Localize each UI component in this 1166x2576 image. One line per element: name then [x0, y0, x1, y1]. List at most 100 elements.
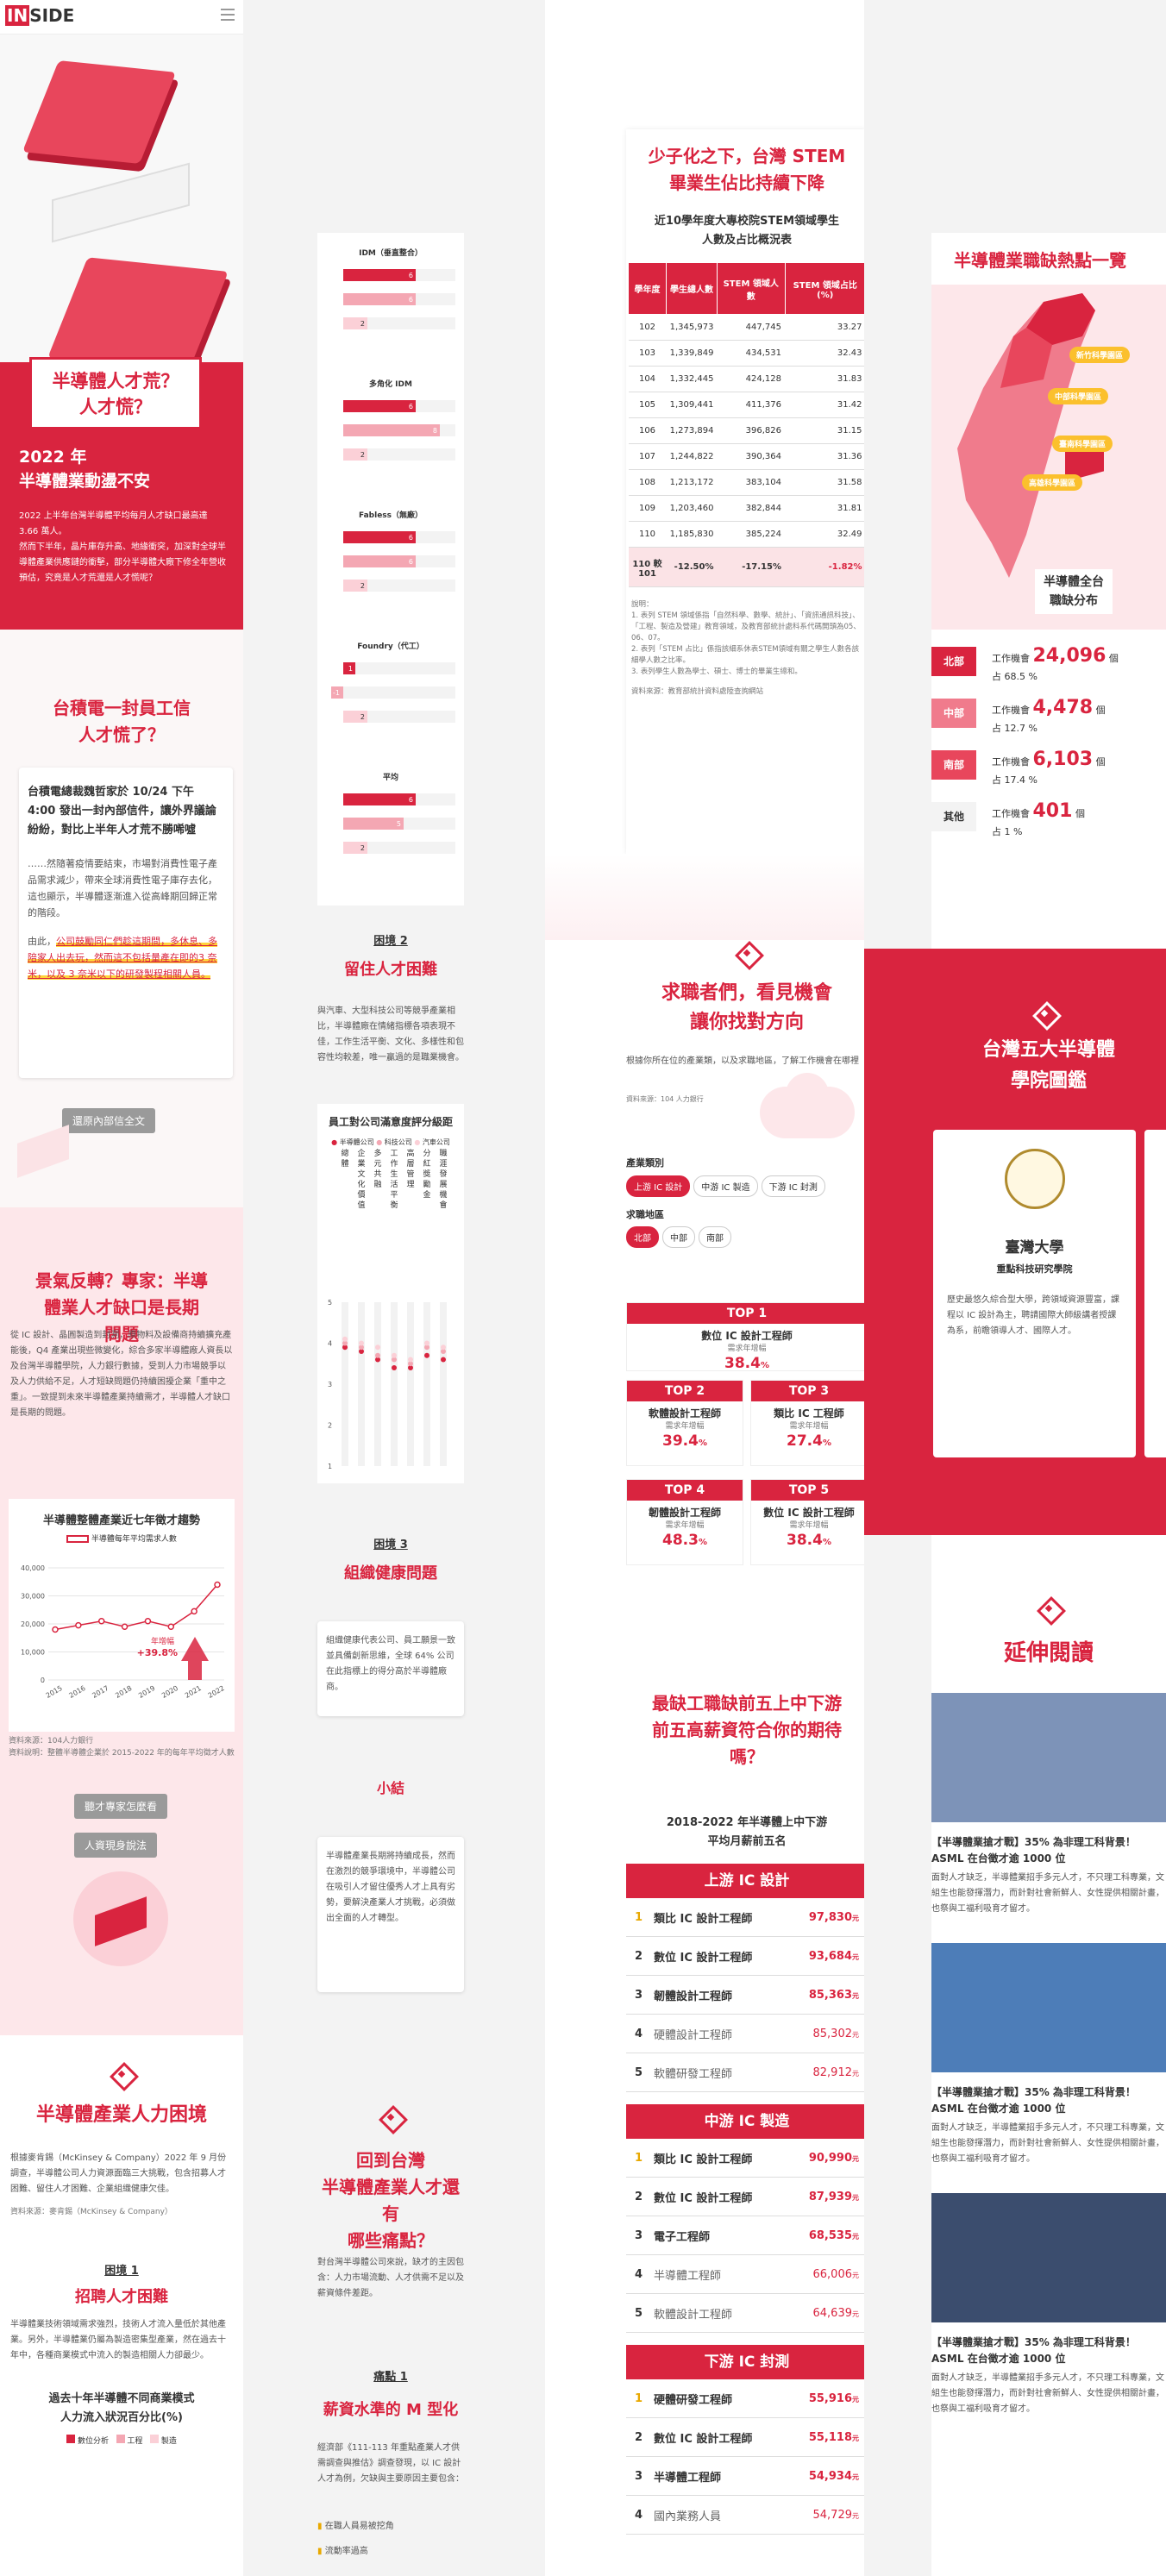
trend-point: [214, 1581, 221, 1589]
table-row: 106 1,273,894 396,826 31.15: [628, 417, 864, 444]
table-row: 102 1,345,973 447,745 33.27: [628, 314, 864, 341]
growth-value: +39.8%: [137, 1647, 178, 1658]
x-tick: 2021: [184, 1684, 203, 1700]
salary-row: 5 軟體研發工程師 82,912元: [626, 2053, 864, 2092]
inflow-bar: [343, 531, 416, 543]
x-tick: 2022: [207, 1684, 226, 1700]
bar-value: 5: [397, 820, 401, 828]
article-image[interactable]: [931, 1693, 1166, 1822]
y-tick: 5: [328, 1299, 332, 1307]
top-job-4[interactable]: TOP 4 韌體設計工程師 需求年增幅 48.3%: [626, 1479, 743, 1565]
inflow-bar: [343, 317, 367, 329]
trend-point: [52, 1626, 59, 1633]
top-job-3[interactable]: TOP 3 類比 IC 工程師 需求年增幅 27.4%: [750, 1380, 864, 1466]
hamburger-icon[interactable]: [221, 9, 235, 21]
salary-mid-head[interactable]: 中游 IC 製造: [626, 2104, 864, 2139]
industry-chips: 上游 IC 設計 中游 IC 製造 下游 IC 封測: [626, 1175, 829, 1197]
article-card[interactable]: 【半導體業搶才戰】35% 為非理工科背景！ASML 在台徵才逾 1000 位面對…: [931, 2193, 1166, 2417]
expert-view-button[interactable]: 聽才專家怎麼看: [74, 1794, 168, 1819]
diamond-icon: [1036, 1595, 1062, 1621]
stem-title: 少子化之下，台灣 STEM 畢業生佔比持續下降: [648, 146, 846, 193]
city-tag[interactable]: 高雄科學園區: [1022, 474, 1083, 491]
y-tick: 3: [328, 1381, 332, 1388]
stem-summary-year: 110 較101: [628, 547, 667, 587]
category-label: 勵: [423, 1180, 430, 1189]
top-job-2[interactable]: TOP 2 軟體設計工程師 需求年增幅 39.4%: [626, 1380, 743, 1466]
satisfaction-point: [359, 1344, 364, 1351]
satisfaction-point: [408, 1357, 413, 1363]
hero-illustration: [0, 34, 243, 397]
x-tick: 2017: [91, 1684, 110, 1700]
category-label: 機: [439, 1189, 447, 1200]
satisfaction-point: [441, 1344, 446, 1351]
salary-low-head[interactable]: 下游 IC 封測: [626, 2345, 864, 2379]
top-job-5[interactable]: TOP 5 數位 IC 設計工程師 需求年增幅 38.4%: [750, 1479, 864, 1565]
salary-row: 4 國內業務人員 54,729元: [626, 2496, 864, 2535]
table-row: 107 1,244,822 390,364 31.36: [628, 443, 864, 470]
more-items: 【半導體業搶才戰】35% 為非理工科背景！ASML 在台徵才逾 1000 位面對…: [931, 1693, 1166, 2417]
back-body: 對台灣半導體公司來說，缺才的主因包含：人力市場流動、人才供需不足以及薪資條件差距…: [317, 2258, 464, 2298]
chip-midstream[interactable]: 中游 IC 製造: [693, 1175, 758, 1197]
more-section: 延伸閱讀 【半導體業搶才戰】35% 為非理工科背景！ASML 在台徵才逾 100…: [931, 1535, 1166, 2576]
category-label: 生: [390, 1169, 398, 1179]
chip-north[interactable]: 北部: [626, 1226, 659, 1248]
satisfaction-point: [392, 1352, 397, 1358]
bar-group-label: Fabless（無廠）: [359, 510, 423, 520]
salary-up-head[interactable]: 上游 IC 設計: [626, 1864, 864, 1898]
hr-talk-button[interactable]: 人資現身說法: [74, 1833, 158, 1858]
inflow-bar: [343, 711, 367, 723]
category-label: 發: [439, 1169, 447, 1179]
chip-upstream[interactable]: 上游 IC 設計: [626, 1175, 691, 1197]
salary-row: 1 硬體研發工程師 55,916元: [626, 2379, 864, 2418]
bar-group-label: 多角化 IDM: [369, 379, 412, 389]
article-card[interactable]: 【半導體業搶才戰】35% 為非理工科背景！ASML 在台徵才逾 1000 位面對…: [931, 1693, 1166, 1917]
bar-value: 2: [360, 582, 365, 590]
chart-legend: 半導體每年平均需求人數: [9, 1532, 235, 1544]
category-label: 衡: [390, 1200, 398, 1210]
inflow-bar: [343, 448, 367, 461]
next-university-card[interactable]: [1144, 1130, 1166, 1457]
category-label: 共: [373, 1169, 381, 1179]
region-row: 北部 工作機會 24,096 個占 68.5 %: [931, 638, 1166, 690]
stem-summary-total: -12.50%: [666, 547, 718, 587]
x-tick: 2019: [137, 1684, 156, 1700]
inflow-bar: [343, 555, 416, 567]
top-job-1[interactable]: TOP 1 數位 IC 設計工程師 需求年增幅 38.4%: [626, 1302, 864, 1372]
pain-list: ▮ 在職人員易被挖角 ▮ 流動率過高: [317, 2522, 394, 2556]
plight-2-label: 困境 2: [373, 935, 408, 948]
satisfaction-point: [375, 1357, 380, 1363]
chip-downstream[interactable]: 下游 IC 封測: [761, 1175, 825, 1197]
city-tag[interactable]: 新竹科學園區: [1069, 347, 1131, 363]
category-label: 涯: [439, 1159, 447, 1169]
y-tick: 10,000: [21, 1649, 45, 1657]
category-label: 理: [406, 1180, 414, 1189]
university-card[interactable]: 臺灣大學 重點科技研究學院 歷史最悠久綜合型大學，跨領域資源豐富，課程以 IC …: [933, 1130, 1136, 1457]
city-tag[interactable]: 中部科學園區: [1048, 388, 1109, 404]
tsmc-title: 台積電一封員工信 人才慌了？: [53, 698, 191, 745]
trend-point: [121, 1623, 129, 1630]
industry-label: 產業類別: [626, 1157, 664, 1169]
plight-1-body: 半導體業技術領域需求強烈，技術人才流入量低於其他產業。另外，半導體業仍屬為製造密…: [10, 2320, 226, 2360]
chip-central[interactable]: 中部: [662, 1226, 695, 1248]
salary-row: 3 半導體工程師 54,934元: [626, 2457, 864, 2496]
article-image[interactable]: [931, 1943, 1166, 2072]
trend-chart: 半導體整體產業近七年徵才趨勢 半導體每年平均需求人數 40,000 30,000 2…: [9, 1499, 235, 1732]
inflow-legend: 數位分析 工程 製造: [0, 2435, 243, 2446]
column-1: IN SIDE 半導體人才荒？ 人才慌？ 2022 年半導體業動盪不安 2022 上…: [0, 0, 243, 2576]
restore-letter-button[interactable]: 還原內部信全文: [62, 1108, 156, 1133]
article-card[interactable]: 【半導體業搶才戰】35% 為非理工科背景！ASML 在台徵才逾 1000 位面對…: [931, 1943, 1166, 2167]
category-label: 展: [439, 1180, 447, 1189]
cloud-illustration: [760, 1073, 855, 1138]
satisfaction-point: [359, 1340, 364, 1346]
map-center-label: 半導體全台 職缺分布: [1035, 569, 1113, 614]
diamond-icon: [109, 2061, 135, 2087]
city-tag[interactable]: 臺南科學園區: [1052, 436, 1113, 452]
article-image[interactable]: [931, 2193, 1166, 2322]
satisfaction-chart: 員工對公司滿意度評分級距 ● 半導體公司 ● 科技公司 ● 汽車公司 5 4 3 2 1…: [317, 1104, 464, 1483]
taiwan-map: 新竹科學園區中部科學園區臺南科學園區高雄科學園區 半導體全台 職缺分布: [931, 285, 1166, 630]
chip-south[interactable]: 南部: [699, 1226, 731, 1248]
region-row: 中部 工作機會 4,478 個占 12.7 %: [931, 690, 1166, 742]
map-title: 半導體業職缺熱點一覽: [954, 250, 1126, 271]
site-logo[interactable]: IN SIDE: [5, 5, 75, 26]
